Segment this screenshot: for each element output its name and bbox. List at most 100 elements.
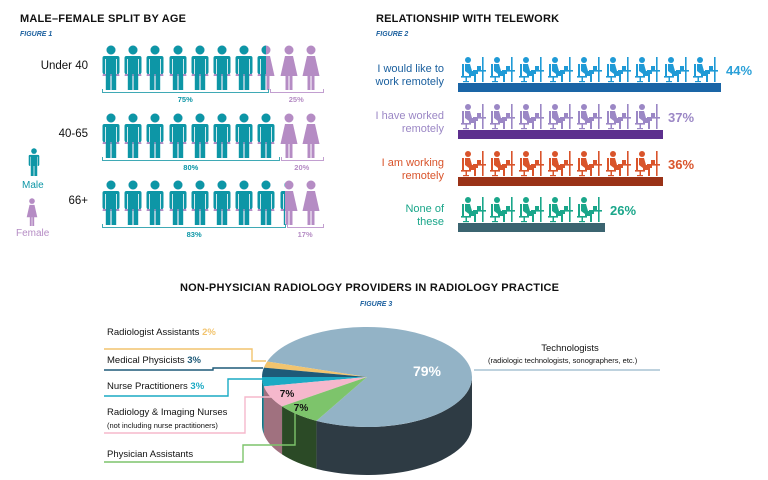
person-at-desk-icon: [663, 56, 690, 83]
telework-bar: [458, 130, 663, 139]
label-line: remotely: [401, 123, 444, 135]
slice-name: Radiologist Assistants: [107, 327, 200, 338]
male-person-icon: [169, 45, 187, 90]
female-percent: 17%: [297, 230, 313, 239]
person-at-desk-icon: [576, 196, 603, 223]
male-person-icon: [213, 113, 231, 158]
male-person-icon: [124, 45, 142, 90]
female-bracket: [280, 157, 324, 161]
leader-radiologist-assistants: [104, 348, 266, 362]
split-person-icon: [257, 45, 275, 90]
leader-nurse-practitioners: [104, 378, 263, 397]
telework-percent: 37%: [668, 110, 695, 125]
slice-technologists: [267, 326, 472, 427]
leader-radiology-nurses: [104, 396, 275, 434]
figure1-label: FIGURE 1: [20, 31, 53, 38]
male-person-icon: [146, 45, 164, 90]
label-radiology-nurses-sub: (not including nurse practitioners): [107, 421, 218, 430]
person-at-desk-icon: [489, 56, 516, 83]
person-at-desk-icon: [460, 56, 487, 83]
male-person-icon: [213, 45, 231, 90]
male-person-icon: [191, 45, 209, 90]
male-legend-icon: [28, 148, 40, 176]
male-person-icon: [102, 45, 120, 90]
figure3-title: NON-PHYSICIAN RADIOLOGY PROVIDERS IN RAD…: [180, 282, 560, 294]
figure1-title: MALE–FEMALE SPLIT BY AGE: [20, 13, 187, 25]
telework-category-label: I would like to work remotely: [334, 63, 444, 89]
female-person-icon: [302, 113, 320, 158]
male-bracket: [102, 89, 269, 93]
male-percent: 75%: [177, 95, 193, 104]
female-legend-icon: [26, 198, 38, 226]
person-at-desk-icon: [692, 56, 719, 83]
telework-category-label: I am working remotely: [334, 157, 444, 183]
label-line: I would like to: [377, 63, 444, 75]
person-at-desk-icon: [460, 103, 487, 130]
male-person-icon: [257, 180, 275, 225]
figure2-title: RELATIONSHIP WITH TELEWORK: [376, 13, 560, 25]
person-at-desk-icon: [576, 56, 603, 83]
label-line: remotely: [401, 170, 444, 182]
person-at-desk-icon: [460, 196, 487, 223]
person-at-desk-icon: [634, 56, 661, 83]
female-percent: 25%: [288, 95, 304, 104]
telework-percent: 36%: [668, 157, 695, 172]
age-group-label: Under 40: [40, 60, 88, 72]
male-percent: 83%: [186, 230, 202, 239]
male-bracket: [102, 157, 280, 161]
telework-category-label: I have worked remotely: [334, 110, 444, 136]
slice-value-label: 7%: [280, 389, 295, 400]
male-percent: 80%: [183, 163, 199, 172]
male-person-icon: [146, 113, 164, 158]
male-person-icon: [191, 113, 209, 158]
female-legend-label: Female: [16, 228, 50, 239]
label-technologists: Technologists: [541, 343, 599, 354]
person-at-desk-icon: [489, 103, 516, 130]
person-at-desk-icon: [605, 150, 632, 177]
female-percent: 20%: [294, 163, 310, 172]
male-person-icon: [124, 180, 142, 225]
telework-percent: 26%: [610, 203, 637, 218]
label-line: I am working: [381, 157, 444, 169]
age-group-label: 40-65: [58, 128, 88, 140]
person-at-desk-icon: [518, 196, 545, 223]
slice-side: [263, 386, 283, 455]
leader-physician-assistants: [104, 410, 296, 463]
slice-radiology-imaging-nurses: [263, 377, 367, 407]
slice-value: 2%: [202, 327, 216, 338]
technologists-side: [316, 377, 472, 475]
person-at-desk-icon: [460, 150, 487, 177]
person-at-desk-icon: [576, 150, 603, 177]
slice-name: Medical Physicists: [107, 355, 185, 366]
slice-side: [262, 377, 264, 435]
person-at-desk-icon: [634, 150, 661, 177]
label-line: work remotely: [375, 76, 444, 88]
slice-value-label: 79%: [413, 363, 442, 379]
male-person-icon: [169, 180, 187, 225]
slice-medical-physicists: [262, 367, 367, 377]
male-person-icon: [102, 180, 120, 225]
person-at-desk-icon: [518, 103, 545, 130]
person-at-desk-icon: [605, 103, 632, 130]
female-person-icon: [302, 180, 320, 225]
female-bracket: [269, 89, 324, 93]
label-nurse-practitioners: Nurse Practitioners 3%: [107, 381, 204, 392]
telework-bar: [458, 223, 605, 232]
leader-medical-physicists: [104, 367, 263, 371]
label-radiology-nurses: Radiology & Imaging Nurses: [107, 407, 228, 418]
male-person-icon: [102, 113, 120, 158]
slice-radiologist-assistants: [263, 361, 367, 377]
slice-physician-assistants: [282, 377, 367, 421]
label-radiologist-assistants: Radiologist Assistants 2%: [107, 327, 216, 338]
female-bracket: [287, 224, 324, 228]
person-at-desk-icon: [605, 56, 632, 83]
male-person-icon: [213, 180, 231, 225]
male-person-icon: [257, 113, 275, 158]
label-line: None of: [405, 203, 444, 215]
label-line: these: [417, 216, 444, 228]
male-person-icon: [235, 113, 253, 158]
telework-category-label: None of these: [334, 203, 444, 229]
person-at-desk-icon: [547, 196, 574, 223]
male-person-icon: [169, 113, 187, 158]
